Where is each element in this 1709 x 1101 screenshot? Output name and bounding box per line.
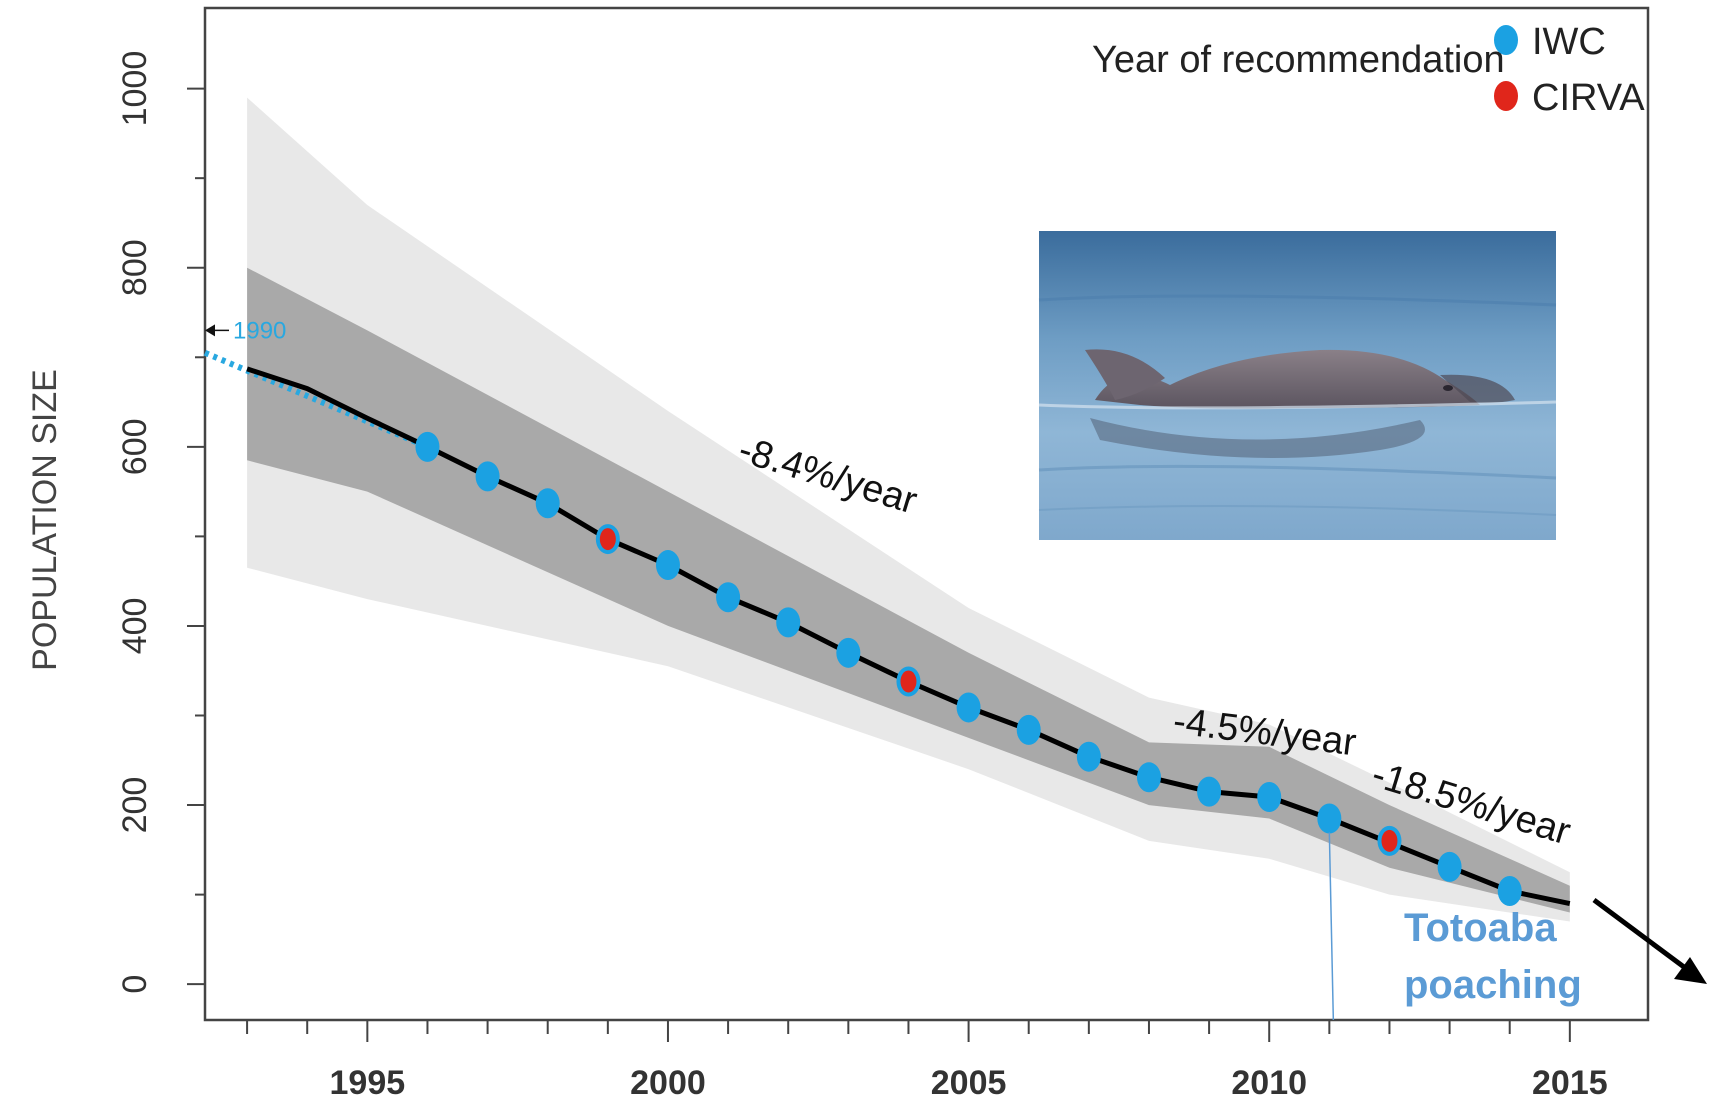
x-axis: 1995 2000 2005 2010 2015 — [246, 1020, 1608, 1101]
legend-title: Year of recommendation — [1092, 39, 1505, 81]
x-tick-label: 1995 — [330, 1064, 406, 1101]
x-tick-label: 2005 — [931, 1064, 1007, 1101]
label-1990: 1990 — [233, 317, 286, 344]
marker-iwc — [836, 637, 861, 668]
marker-cirva — [1381, 829, 1398, 852]
y-tick-label: 800 — [116, 239, 154, 296]
marker-iwc — [1257, 782, 1282, 813]
marker-iwc — [415, 431, 440, 462]
marker-cirva — [599, 528, 616, 551]
y-axis: 0 200 400 600 800 1000 — [116, 51, 205, 994]
legend: Year of recommendation IWC CIRVA — [1092, 21, 1645, 119]
marker-iwc — [1016, 714, 1041, 745]
marker-iwc — [1497, 876, 1522, 907]
poaching-marker-line — [1328, 832, 1335, 1021]
legend-label-iwc: IWC — [1532, 21, 1606, 63]
marker-iwc — [1136, 762, 1161, 793]
trend-arrowhead-icon — [1674, 957, 1707, 984]
poaching-label-line2: poaching — [1404, 963, 1582, 1007]
y-tick-label: 0 — [116, 975, 154, 994]
marker-iwc — [1197, 776, 1222, 807]
confidence-band-inner — [247, 267, 1570, 913]
y-axis-label: POPULATION SIZE — [26, 369, 64, 671]
y-tick-label: 1000 — [116, 51, 154, 127]
x-tick-label: 2000 — [630, 1064, 706, 1101]
marker-iwc — [475, 461, 500, 492]
legend-label-cirva: CIRVA — [1532, 77, 1645, 119]
marker-iwc — [1437, 851, 1462, 882]
y-tick-label: 200 — [116, 777, 154, 834]
x-tick-label: 2015 — [1532, 1064, 1608, 1101]
marker-iwc — [776, 607, 801, 638]
recommendation-markers — [415, 431, 1522, 907]
legend-marker-iwc — [1494, 25, 1518, 55]
vaquita-porpoise-photo — [1038, 231, 1557, 540]
marker-iwc — [655, 550, 680, 581]
marker-iwc — [1076, 741, 1101, 772]
marker-iwc — [716, 582, 741, 613]
marker-iwc — [535, 488, 560, 519]
y-tick-label: 600 — [116, 418, 154, 475]
y-tick-label: 400 — [116, 598, 154, 655]
x-tick-label: 2010 — [1231, 1064, 1307, 1101]
arrowhead-1990-icon — [205, 324, 215, 337]
marker-cirva — [900, 670, 917, 693]
trend-arrow-icon — [1592, 897, 1690, 973]
marker-iwc — [956, 692, 981, 723]
marker-iwc — [1317, 803, 1342, 834]
legend-marker-cirva — [1494, 81, 1518, 111]
poaching-label-line1: Totoaba — [1404, 906, 1557, 950]
